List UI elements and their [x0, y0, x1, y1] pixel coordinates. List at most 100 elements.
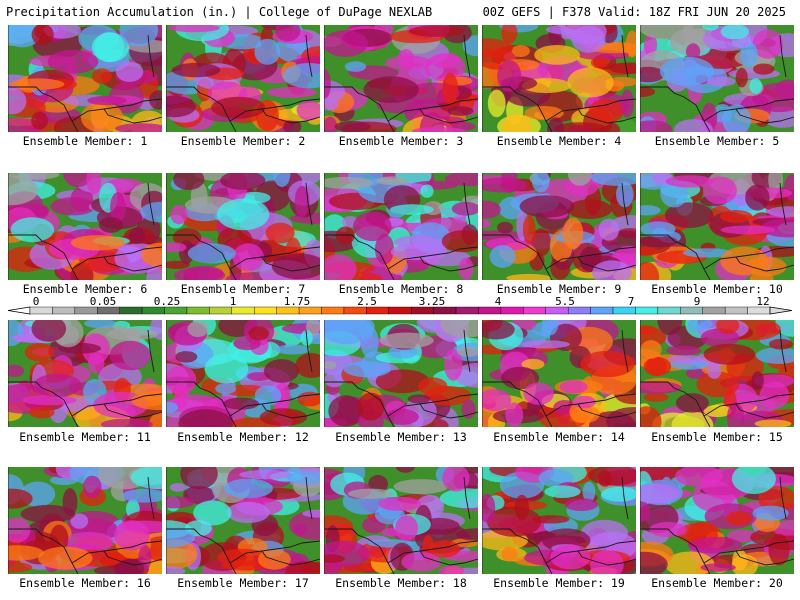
precip-field [482, 467, 636, 574]
boundary-line [305, 182, 313, 226]
boundary-line [621, 34, 629, 78]
precip-field [8, 320, 162, 427]
ensemble-member-caption: Ensemble Member: 20 [651, 576, 783, 590]
colorbar: 0 0.05 0.25 1 1.75 2.5 3.25 4 5.5 7 9 12 [0, 296, 800, 320]
boundary-line [640, 528, 711, 574]
ensemble-member-caption: Ensemble Member: 18 [335, 576, 467, 590]
boundary-line [305, 34, 313, 78]
precip-field [324, 25, 478, 132]
boundary-line [640, 234, 711, 280]
precip-field [482, 25, 636, 132]
boundary-line [261, 550, 320, 566]
ensemble-member-caption: Ensemble Member: 1 [22, 134, 148, 148]
boundary-line [482, 234, 553, 280]
colorbar-swatch [545, 306, 569, 315]
colorbar-swatch [455, 306, 479, 315]
colorbar-swatch [478, 306, 502, 315]
colorbar-tick-label: 12 [756, 295, 770, 308]
colorbar-swatch [500, 306, 524, 315]
boundary-line [8, 86, 79, 132]
colorbar-swatch [231, 306, 255, 315]
colorbar-swatch [141, 306, 165, 315]
colorbar-swatch [119, 306, 143, 315]
colorbar-swatch [366, 306, 389, 315]
boundary-line [147, 34, 155, 78]
boundary-line [166, 234, 237, 280]
boundary-line [229, 246, 320, 270]
boundary-line [419, 550, 478, 566]
ensemble-member-caption: Ensemble Member: 10 [651, 282, 783, 296]
ensemble-member-caption: Ensemble Member: 5 [654, 134, 780, 148]
boundary-line [463, 182, 471, 226]
precip-field [166, 467, 320, 574]
ensemble-map-6 [8, 173, 162, 280]
colorbar-tick-label: 9 [693, 295, 701, 308]
boundary-line [779, 476, 787, 520]
boundary-line [621, 182, 629, 226]
ensemble-member-caption: Ensemble Member: 15 [651, 430, 783, 444]
boundary-line [482, 528, 553, 574]
ensemble-map-17 [166, 467, 320, 574]
boundary-line [305, 329, 313, 373]
precip-field [324, 173, 478, 280]
boundary-line [8, 234, 79, 280]
colorbar-swatch [680, 306, 703, 315]
colorbar-swatch [433, 306, 457, 315]
boundary-line [577, 550, 636, 566]
ensemble-map-12 [166, 320, 320, 427]
colorbar-right-arrow [769, 306, 793, 315]
ensemble-member-caption: Ensemble Member: 2 [180, 134, 306, 148]
boundary-line [640, 86, 711, 132]
boundary-line [8, 381, 79, 427]
colorbar-tick-label: 2.5 [357, 295, 377, 308]
boundary-line [577, 108, 636, 124]
precip-field [482, 320, 636, 427]
colorbar-swatch [590, 306, 614, 315]
boundary-line [229, 393, 320, 417]
boundary-line [621, 476, 629, 520]
colorbar-tick-label: 0.25 [153, 295, 181, 308]
boundary-line [621, 329, 629, 373]
boundary-line [463, 476, 471, 520]
boundary-line [8, 528, 79, 574]
colorbar-swatch [343, 306, 367, 315]
boundary-line [261, 403, 320, 419]
boundary-line [261, 108, 320, 124]
boundary-line [229, 540, 320, 564]
boundary-line [482, 86, 553, 132]
colorbar-swatch [657, 306, 681, 315]
boundary-line [71, 246, 162, 270]
boundary-line [419, 108, 478, 124]
colorbar-swatch [635, 306, 659, 315]
boundary-line [324, 528, 395, 574]
colorbar-swatch [254, 306, 277, 315]
boundary-line [229, 98, 320, 122]
colorbar-tick-label: 3.25 [418, 295, 446, 308]
colorbar-swatch [523, 306, 546, 315]
colorbar-swatch [298, 306, 322, 315]
ensemble-map-20 [640, 467, 794, 574]
boundary-line [166, 381, 237, 427]
ensemble-map-8 [324, 173, 478, 280]
boundary-line [735, 256, 794, 272]
boundary-line [166, 528, 237, 574]
boundary-line [261, 256, 320, 272]
boundary-line [545, 98, 636, 122]
ensemble-member-caption: Ensemble Member: 8 [338, 282, 464, 296]
ensemble-map-15 [640, 320, 794, 427]
ensemble-map-10 [640, 173, 794, 280]
boundary-line [463, 329, 471, 373]
colorbar-swatch [612, 306, 636, 315]
boundary-line [71, 98, 162, 122]
colorbar-tick-label: 0.05 [89, 295, 117, 308]
ensemble-map-13 [324, 320, 478, 427]
boundary-line [419, 403, 478, 419]
precip-field [8, 467, 162, 574]
ensemble-member-caption: Ensemble Member: 14 [493, 430, 625, 444]
colorbar-swatch [52, 306, 76, 315]
ensemble-map-14 [482, 320, 636, 427]
colorbar-swatch [186, 306, 210, 315]
ensemble-map-4 [482, 25, 636, 132]
boundary-line [324, 86, 395, 132]
ensemble-map-16 [8, 467, 162, 574]
